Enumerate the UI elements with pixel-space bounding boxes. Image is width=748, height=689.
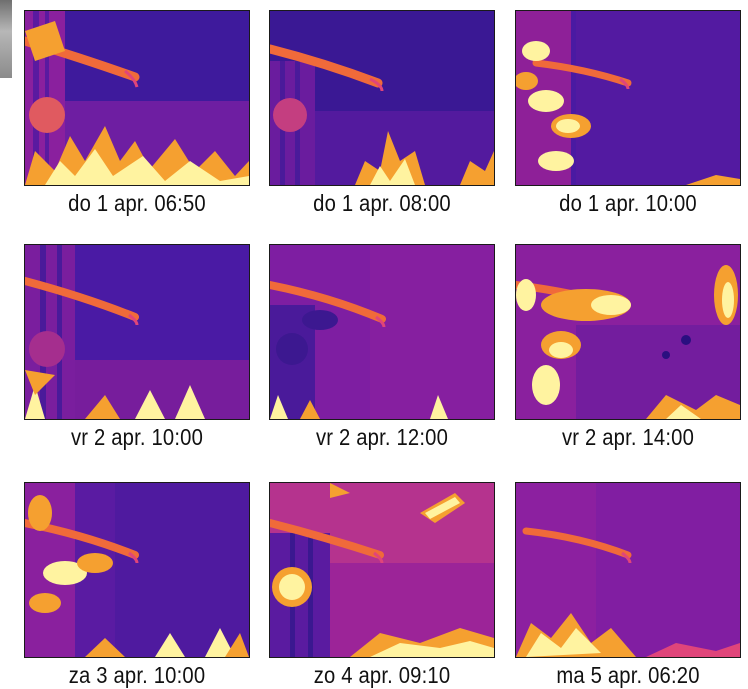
image-caption: za 3 apr. 10:00 <box>68 662 206 688</box>
thermal-image <box>269 244 495 420</box>
image-caption: vr 2 apr. 12:00 <box>315 424 449 450</box>
image-caption: do 1 apr. 10:00 <box>559 190 697 216</box>
image-caption: ma 5 apr. 06:20 <box>556 662 700 688</box>
thermal-image <box>24 10 250 186</box>
thermal-image <box>515 10 741 186</box>
thermal-image <box>515 482 741 658</box>
thermal-panel-3: do 1 apr. 10:00 <box>515 10 741 216</box>
image-caption: do 1 apr. 06:50 <box>68 190 206 216</box>
thermal-image <box>269 482 495 658</box>
thermal-image <box>269 10 495 186</box>
image-caption: vr 2 apr. 10:00 <box>70 424 204 450</box>
image-caption: vr 2 apr. 14:00 <box>561 424 695 450</box>
thermal-panel-9: ma 5 apr. 06:20 <box>515 482 741 688</box>
image-caption: zo 4 apr. 09:10 <box>313 662 451 688</box>
thermal-panel-4: vr 2 apr. 10:00 <box>24 244 250 450</box>
thermal-panel-5: vr 2 apr. 12:00 <box>269 244 495 450</box>
thermal-panel-1: do 1 apr. 06:50 <box>24 10 250 216</box>
thermal-panel-6: vr 2 apr. 14:00 <box>515 244 741 450</box>
thermal-panel-8: zo 4 apr. 09:10 <box>269 482 495 688</box>
image-caption: do 1 apr. 08:00 <box>313 190 451 216</box>
thermal-image <box>24 244 250 420</box>
thermal-panel-7: za 3 apr. 10:00 <box>24 482 250 688</box>
thermal-image <box>515 244 741 420</box>
thermal-panel-2: do 1 apr. 08:00 <box>269 10 495 216</box>
cropped-image-edge <box>0 0 12 78</box>
thermal-image <box>24 482 250 658</box>
